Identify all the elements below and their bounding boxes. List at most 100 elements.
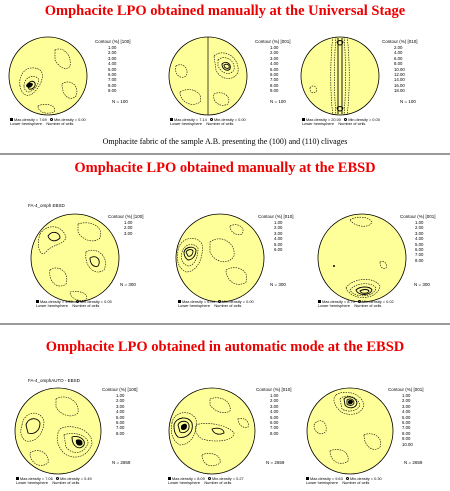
stereonet [30,213,120,303]
min-density-icon [56,477,60,481]
max-density: Max.density = 8.70 [322,299,355,304]
contour-levels: 1.00 2.00 3.00 4.00 5.00 6.00 7.00 8.00 … [108,45,116,94]
level: 6.00 [108,72,117,78]
n-value: N = 2659 [404,460,423,465]
max-density: Max.density = 20.00 [306,117,341,122]
min-density: Min.density = 0.27 [212,476,244,481]
density-stats: Max.density = 6.04 Min.density = 0.00 Lo… [178,299,254,309]
min-density-icon [210,118,214,122]
level: 8.00 [108,82,117,88]
level: 12.00 [394,72,405,78]
max-density: Max.density = 8.09 [172,476,205,481]
level: 1.00 [124,220,133,225]
projection: Lower hemisphere [318,303,351,309]
legend-title: Contour (%) [001] [255,39,291,44]
density-stats: Max.density = 8.70 Min.density = 0.02 Lo… [318,299,394,309]
level: 4.00 [394,50,403,56]
level: 6.00 [270,72,279,78]
grid: Number of cells [46,121,74,127]
section-title-ebsd-manual: Omphacite LPO obtained manually at the E… [74,160,376,176]
legend-title: Contour (%) [010] [382,39,418,44]
max-density: Max.density = 9.63 [310,476,343,481]
legend-title: Contour (%) [100] [108,214,144,219]
level: 1.00 [108,45,117,50]
level: 7.00 [415,252,424,258]
level: 6.00 [270,420,279,426]
contour-levels: 2.00 4.00 6.00 8.00 10.00 12.00 14.00 16… [394,45,405,94]
level: 14.00 [394,77,405,83]
level: 2.00 [415,225,424,231]
level: 8.00 [270,430,279,436]
level: 4.00 [116,409,125,415]
min-density: Min.density = 0.00 [214,117,246,122]
level: 1.00 [270,45,279,50]
stereonet [14,387,102,475]
level: 16.00 [394,82,405,88]
n-value: N = 2659 [112,460,131,465]
stereonet [300,36,380,116]
max-density: Max.density = 6.04 [182,299,215,304]
min-density: Min.density = 0.30 [350,476,382,481]
level: 1.00 [116,393,125,398]
max-density-icon [168,477,171,481]
sample-label: FA-4_omphAUTO - EBSD [28,378,80,383]
pole-figure-3-1: Contour (%) [100] 1.00 2.00 3.00 4.00 5.… [0,385,150,491]
min-density: Min.density = 0.00 [54,117,86,122]
level: 2.00 [116,398,125,404]
n-value: N = 100 [112,99,128,104]
level: 7.00 [270,425,279,431]
min-density-icon [218,300,222,304]
min-density-icon [208,477,212,481]
max-density: Max.density = 7.69 [14,117,47,122]
level: 18.00 [394,88,405,94]
level: 8.00 [270,82,279,88]
pole-figure-3-3: Contour (%) [001] 1.00 2.00 3.00 4.00 5.… [300,385,450,491]
figure-caption: Omphacite fabric of the sample A.B. pres… [102,137,348,146]
density-stats: Max.density = 7.69 Min.density = 0.00 Lo… [10,117,86,127]
legend-title: Contour (%) [100] [95,39,131,44]
projection: Lower hemisphere [306,480,339,486]
pole-figure-3-2: Contour (%) [010] 1.00 2.00 3.00 4.00 5.… [150,385,300,491]
projection: Lower hemisphere [178,303,211,309]
max-density-icon [10,118,13,122]
level: 6.00 [415,247,424,253]
level: 8.00 [394,61,403,67]
level: 1.00 [415,220,424,225]
n-value: N = 2659 [266,460,285,465]
min-density: Min.density = 0.02 [362,299,394,304]
density-stats: Max.density = 7.06 Min.density = 0.49 Lo… [16,476,92,486]
level: 4.00 [270,61,279,67]
level: 10.00 [402,441,413,447]
min-density-icon [344,118,348,122]
stereonet [175,213,265,303]
max-density-icon [178,300,181,304]
level: 2.00 [402,398,411,404]
n-value: N = 300 [414,282,430,287]
level: 3.00 [274,230,283,236]
level: 3.00 [270,55,279,61]
min-density: Min.density = 0.00 [348,117,380,122]
level: 6.00 [274,247,283,253]
grid: Number of cells [354,303,382,309]
stereonet [168,36,248,116]
level: 7.00 [402,425,411,431]
level: 2.00 [394,45,403,50]
level: 5.00 [270,66,279,72]
projection: Lower hemisphere [168,480,201,486]
legend-title: Contour (%) [100] [102,387,138,392]
level: 7.00 [108,77,117,83]
max-density: Max.density = 3.50 [40,299,73,304]
grid: Number of cells [214,303,242,309]
level: 8.00 [415,257,424,263]
legend-title: Contour (%) [010] [256,387,292,392]
level: 4.00 [108,61,117,67]
grid: Number of cells [72,303,100,309]
level: 9.00 [270,88,279,94]
max-density: Max.density = 7.06 [20,476,53,481]
level: 8.00 [116,430,125,436]
min-density-icon [50,118,54,122]
grid: Number of cells [52,480,80,486]
stereonet [8,36,88,116]
level: 3.00 [415,230,424,236]
min-density: Min.density = 0.00 [222,299,254,304]
